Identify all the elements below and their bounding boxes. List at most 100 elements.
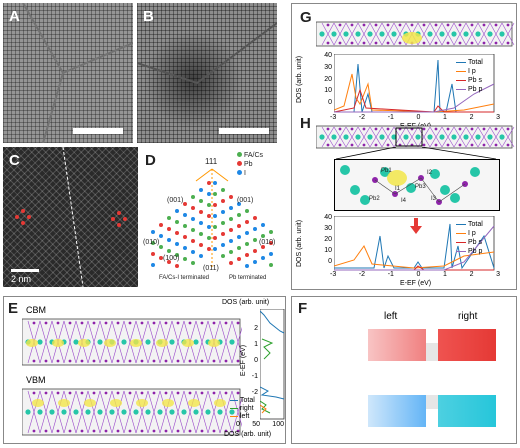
lattice-atom (167, 227, 171, 231)
lattice-atom (213, 203, 217, 207)
iodide-atom (176, 321, 180, 325)
panel-h-xticks: -3 -2 -1 0 1 2 3 (330, 271, 500, 278)
iodide-atom (176, 429, 180, 433)
cation-atom (355, 31, 361, 37)
iodide-atom (212, 429, 216, 433)
panel-d-structure-diagram: D FA/Cs Pb I 111 (001) (001) (010) (010)… (141, 147, 284, 287)
panel-a-scale-bar (73, 128, 123, 134)
facet-001-left: (001) (167, 197, 184, 204)
cation-atom (193, 339, 199, 345)
iodide-atom (362, 143, 366, 147)
iodide-atom (152, 429, 156, 433)
lattice-atom (237, 202, 241, 206)
iodide-atom (140, 359, 144, 363)
iodide-atom (116, 359, 120, 363)
iodide-atom (434, 23, 438, 27)
cation-atom (193, 409, 199, 415)
f-vbm-left-swatch (368, 395, 426, 427)
cation-atom (340, 165, 350, 175)
iodide-atom (188, 429, 192, 433)
iodide-atom (338, 127, 342, 131)
lattice-atom (213, 225, 217, 229)
atom-i1: I1 (395, 186, 401, 192)
iodide-atom (434, 143, 438, 147)
iodide-atom (152, 321, 156, 325)
iodide-atom (434, 127, 438, 131)
iodide-atom (374, 143, 378, 147)
panel-h-ylabel: DOS (arb. unit) (296, 219, 304, 268)
cation-atom (229, 409, 235, 415)
iodide-atom (212, 391, 216, 395)
panel-d-label: D (145, 152, 156, 169)
legend-total: Total (456, 58, 483, 67)
panel-a-tem-image: A (3, 3, 133, 143)
iodide-atom (236, 429, 240, 433)
iodide-atom (224, 359, 228, 363)
legend-total: Total (456, 220, 483, 229)
iodide-atom (374, 41, 378, 45)
lattice-atom (245, 242, 249, 246)
iodide-atom (326, 143, 330, 147)
lattice-atom (229, 217, 233, 221)
legend-i-p: I p (456, 67, 483, 76)
panel-a-label: A (9, 8, 20, 25)
iodide-atom (92, 321, 96, 325)
panel-h-dos-plot (334, 216, 495, 271)
lattice-atom (207, 225, 211, 229)
f-left-label: left (384, 311, 398, 322)
cation-atom (109, 409, 115, 415)
atom-i3: I3 (431, 196, 437, 202)
cation-atom (463, 134, 469, 140)
panel-g-legend: Total I p Pb s Pb p (456, 58, 483, 94)
legend-total: Total (230, 397, 255, 405)
cation-atom (217, 409, 223, 415)
iodide-atom (200, 391, 204, 395)
iodide-atom (494, 143, 498, 147)
lattice-atom (167, 238, 171, 242)
lattice-atom (245, 209, 249, 213)
cation-atom (331, 31, 337, 37)
iodide-atom (470, 143, 474, 147)
lattice-atom (175, 220, 179, 224)
facet-010-right: (010) (259, 239, 276, 246)
lattice-atom (213, 192, 217, 196)
lattice-atom (175, 209, 179, 213)
iodide-atom (398, 41, 402, 45)
lattice-atom (253, 260, 257, 264)
iodide-atom (506, 41, 510, 45)
lattice-atom (151, 241, 155, 245)
lattice-atom (183, 213, 187, 217)
iodide-atom (386, 23, 390, 27)
iodide-atom (482, 127, 486, 131)
iodide-atom (188, 321, 192, 325)
lattice-atom (221, 188, 225, 192)
cation-atom (85, 409, 91, 415)
panel-b-tem-image: B (137, 3, 277, 143)
lattice-atom (253, 227, 257, 231)
cation-atom (229, 339, 235, 345)
iodide-atom (56, 359, 60, 363)
legend-pb: Pb (237, 160, 263, 169)
lattice-atom (269, 241, 273, 245)
iodide-atom (164, 359, 168, 363)
cation-atom (25, 409, 31, 415)
panel-h-label: H (300, 115, 311, 132)
lattice-atom (183, 224, 187, 228)
panel-f: F left right (291, 296, 517, 444)
lattice-atom (199, 199, 203, 203)
iodide-atom (410, 23, 414, 27)
cation-atom (37, 339, 43, 345)
lattice-atom (207, 247, 211, 251)
lattice-atom (237, 246, 241, 250)
lattice-atom (237, 235, 241, 239)
lattice-atom (191, 261, 195, 265)
iodide-atom (506, 127, 510, 131)
lattice-atom (175, 231, 179, 235)
iodide-atom (326, 23, 330, 27)
panel-c-label: C (9, 152, 20, 169)
lattice-atom (159, 234, 163, 238)
lattice-atom (253, 216, 257, 220)
cation-atom (499, 134, 505, 140)
iodide-atom (374, 127, 378, 131)
cation-atom (350, 185, 360, 195)
